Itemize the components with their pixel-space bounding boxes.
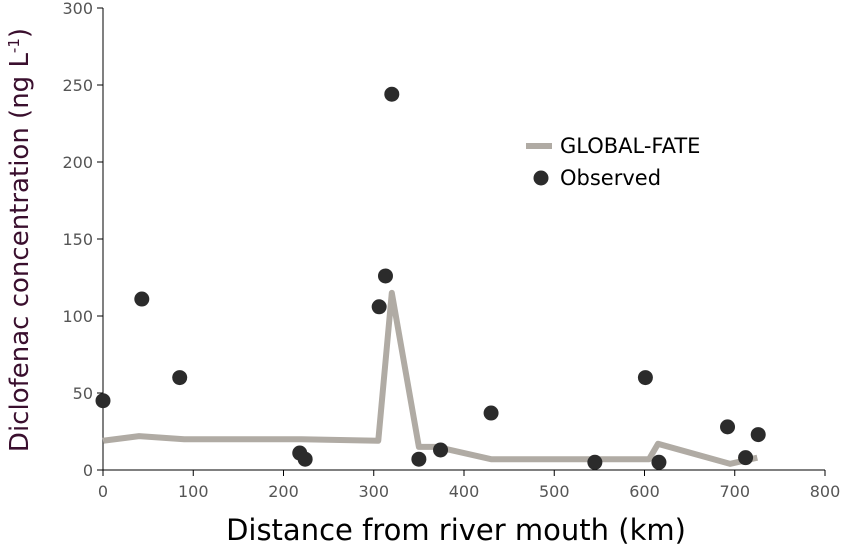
- observed-point: [95, 393, 111, 409]
- observed-point: [587, 454, 603, 470]
- observed-point: [377, 268, 393, 284]
- y-axis-title-close: ): [5, 28, 35, 38]
- observed-point: [411, 451, 427, 467]
- observed-point: [134, 291, 150, 307]
- legend-point-swatch: [533, 170, 549, 186]
- y-tick-label: 200: [62, 153, 93, 172]
- y-axis-title-main: Diclofenac concentration (ng L: [5, 53, 35, 453]
- y-axis-title: Diclofenac concentration (ng L-1): [5, 28, 35, 452]
- x-tick-label: 400: [449, 482, 480, 501]
- x-tick-label: 200: [268, 482, 299, 501]
- observed-point: [738, 450, 754, 466]
- x-tick-label: 600: [629, 482, 660, 501]
- axes: [97, 7, 826, 476]
- legend-label-observed: Observed: [560, 166, 661, 190]
- observed-point: [483, 405, 499, 421]
- y-tick-label: 250: [62, 76, 93, 95]
- observed-point: [720, 419, 736, 435]
- series-line-global-fate: [102, 289, 758, 467]
- observed-point: [384, 86, 400, 102]
- observed-point: [371, 299, 387, 315]
- observed-point: [172, 370, 188, 386]
- x-tick-label: 500: [539, 482, 570, 501]
- y-tick-label: 150: [62, 230, 93, 249]
- y-tick-label: 300: [62, 0, 93, 18]
- legend: GLOBAL-FATE Observed: [526, 134, 700, 190]
- x-tick-label: 700: [719, 482, 750, 501]
- observed-point: [297, 451, 313, 467]
- y-tick-label: 50: [73, 384, 93, 403]
- legend-label-global-fate: GLOBAL-FATE: [560, 134, 700, 158]
- x-axis-title: Distance from river mouth (km): [226, 513, 686, 547]
- x-tick-label: 0: [98, 482, 108, 501]
- series-points-group: [95, 86, 766, 470]
- y-tick-label: 0: [83, 461, 93, 480]
- observed-point: [750, 427, 766, 443]
- y-tick-label: 100: [62, 307, 93, 326]
- x-tick-label: 100: [178, 482, 209, 501]
- x-tick-label: 800: [810, 482, 841, 501]
- observed-point: [637, 370, 653, 386]
- y-axis-title-superscript: -1: [5, 38, 23, 53]
- series-line-group: [102, 289, 758, 467]
- observed-point: [651, 454, 667, 470]
- tick-labels: 0 100 200 300 400 500 600 700 800 0 50 100 150 200 250…: [62, 0, 840, 501]
- x-tick-label: 300: [358, 482, 389, 501]
- observed-point: [433, 442, 449, 458]
